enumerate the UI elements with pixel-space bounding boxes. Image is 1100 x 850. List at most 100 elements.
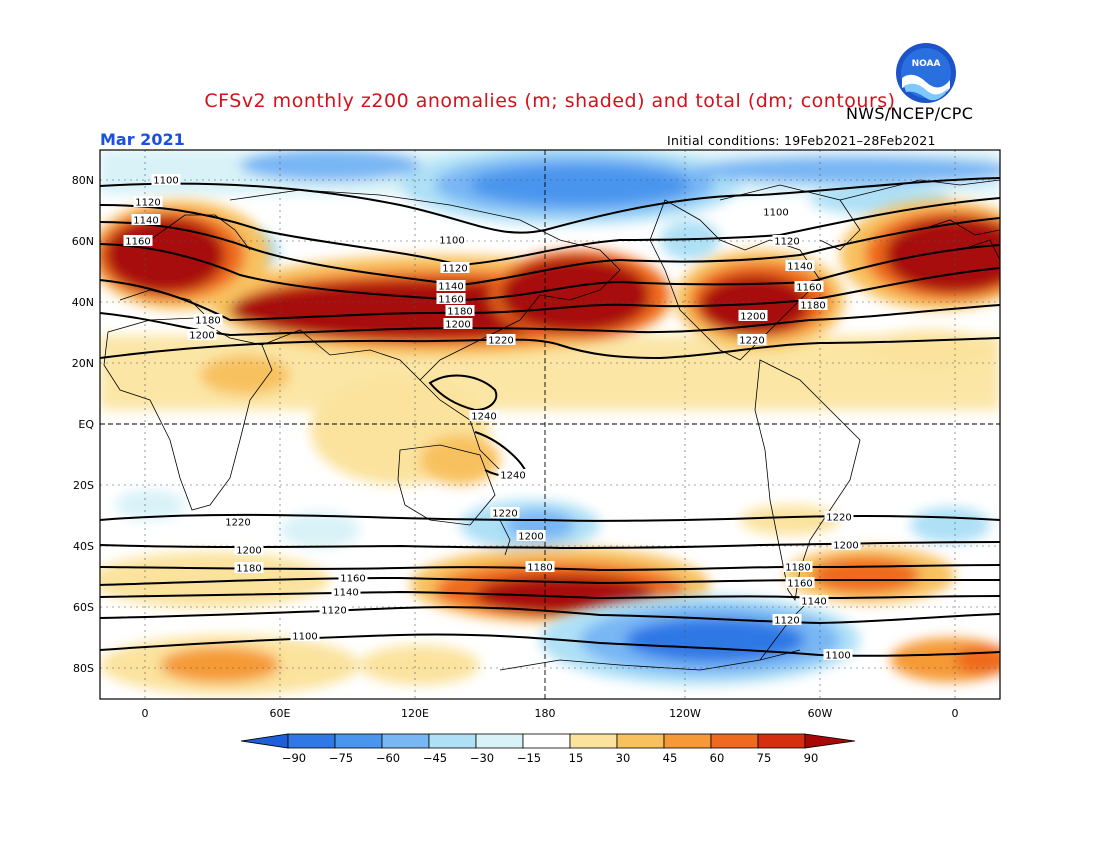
colorbar: −90 −75 −60 −45 −30 −15 15 30 45 60 75 90 — [240, 733, 856, 765]
agency-label: NWS/NCEP/CPC — [846, 104, 974, 123]
colorbar-swatch — [616, 733, 665, 749]
contour-label: 1180 — [800, 301, 825, 312]
lat-tick-label: 20S — [73, 479, 94, 492]
lat-tick-label: 60S — [73, 601, 94, 614]
lon-tick-label: 180 — [535, 707, 556, 720]
contour-label: 1100 — [153, 176, 178, 187]
contour-label: 1200 — [445, 320, 470, 331]
lat-tick-label: EQ — [78, 418, 94, 431]
lat-tick-label: 40S — [73, 540, 94, 553]
contour-label-bg — [737, 334, 767, 345]
colorbar-swatch — [287, 733, 336, 749]
contour-label-bg — [331, 586, 361, 597]
contour-label-bg — [498, 469, 528, 480]
contour-label: 1220 — [225, 518, 250, 529]
contour-label: 1140 — [333, 588, 358, 599]
contour-label: 1160 — [125, 237, 150, 248]
colorbar-tick-label: 15 — [569, 751, 584, 765]
contour-label: 1160 — [787, 579, 812, 590]
contour-label-bg — [794, 281, 824, 292]
contour-label: 1140 — [801, 597, 826, 608]
contour-label-bg — [193, 314, 223, 325]
contour-label-bg — [440, 262, 470, 273]
colorbar-tick-label: −30 — [470, 751, 494, 765]
colorbar-swatch — [381, 733, 430, 749]
contour-label-bg — [525, 561, 555, 572]
contour-label: 1240 — [500, 471, 525, 482]
contour-label-bg — [831, 539, 861, 550]
colorbar-tick-label: −90 — [282, 751, 306, 765]
contour-label-bg — [319, 604, 349, 615]
contour-lines — [100, 177, 1000, 657]
contour-label: 1200 — [189, 331, 214, 342]
contour-label: 1180 — [527, 563, 552, 574]
gridlines — [100, 150, 1000, 699]
map-title: CFSv2 monthly z200 anomalies (m; shaded)… — [204, 90, 896, 112]
contour-label-bg — [772, 614, 802, 625]
contour-label: 1100 — [825, 651, 850, 662]
lon-tick-label: 0 — [952, 707, 959, 720]
contour-label: 1140 — [133, 216, 158, 227]
lon-tick-label: 120E — [401, 707, 429, 720]
contour-label: 1220 — [488, 336, 513, 347]
colorbar-swatch — [334, 733, 383, 749]
lat-tick-label: 40N — [72, 296, 94, 309]
contour-label: 1120 — [135, 198, 160, 209]
contour-label: 1200 — [833, 541, 858, 552]
contour-label: 1160 — [796, 283, 821, 294]
contour-label-bg — [516, 530, 546, 541]
contour-label-bg — [738, 310, 768, 321]
contour-label-bg — [785, 260, 815, 271]
contour-label-bg — [436, 293, 466, 304]
lon-tick-label: 60E — [270, 707, 291, 720]
contour-label: 1160 — [438, 295, 463, 306]
contour-label-bg — [151, 174, 181, 185]
contour-label: 1240 — [471, 412, 496, 423]
colorbar-arrow-left — [240, 733, 289, 749]
contour-label-bg — [234, 544, 264, 555]
contour-label: 1220 — [492, 509, 517, 520]
contour-label: 1200 — [236, 546, 261, 557]
contour-label-bg — [469, 410, 499, 421]
contour-label-bg — [824, 511, 854, 522]
contour-label-bg — [437, 234, 467, 245]
noaa-logo-text: NOAA — [912, 59, 941, 69]
contour-label: 1220 — [826, 513, 851, 524]
contour-label: 1120 — [442, 264, 467, 275]
contour-label-bg — [486, 334, 516, 345]
lat-tick-label: 80N — [72, 174, 94, 187]
colorbar-swatch — [710, 733, 759, 749]
colorbar-tick-label: −15 — [517, 751, 541, 765]
contour-label: 1220 — [739, 336, 764, 347]
colorbar-swatch — [428, 733, 477, 749]
contour-label: 1200 — [740, 312, 765, 323]
contour-label: 1160 — [340, 574, 365, 585]
colorbar-tick-label: −75 — [329, 751, 353, 765]
colorbar-arrow-right — [804, 733, 856, 749]
initial-conditions-label: Initial conditions: 19Feb2021–28Feb2021 — [667, 133, 936, 148]
contour-label: 1140 — [787, 262, 812, 273]
contour-label: 1100 — [763, 208, 788, 219]
contour-label-bg — [445, 305, 475, 316]
contour-label-bg — [783, 561, 813, 572]
lon-tick-label: 120W — [669, 707, 701, 720]
contour-label: 1140 — [438, 282, 463, 293]
contour-label: 1180 — [195, 316, 220, 327]
contour-label-bg — [798, 299, 828, 310]
contour-label-bg — [436, 280, 466, 291]
lat-tick-label: 80S — [73, 662, 94, 675]
contour-label-bg — [133, 196, 163, 207]
contour-label-bg — [785, 577, 815, 588]
colorbar-tick-label: −45 — [423, 751, 447, 765]
equator-dateline — [100, 150, 1000, 699]
contour-label-bg — [443, 318, 473, 329]
contour-label: 1100 — [292, 632, 317, 643]
contour-label-bg — [290, 630, 320, 641]
lon-tick-label: 60W — [808, 707, 833, 720]
contour-label-bg — [761, 206, 791, 217]
noaa-logo: NOAA — [896, 43, 956, 103]
colorbar-tick-label: 90 — [804, 751, 819, 765]
colorbar-tick-label: −60 — [376, 751, 400, 765]
contour-label-bg — [490, 507, 520, 518]
